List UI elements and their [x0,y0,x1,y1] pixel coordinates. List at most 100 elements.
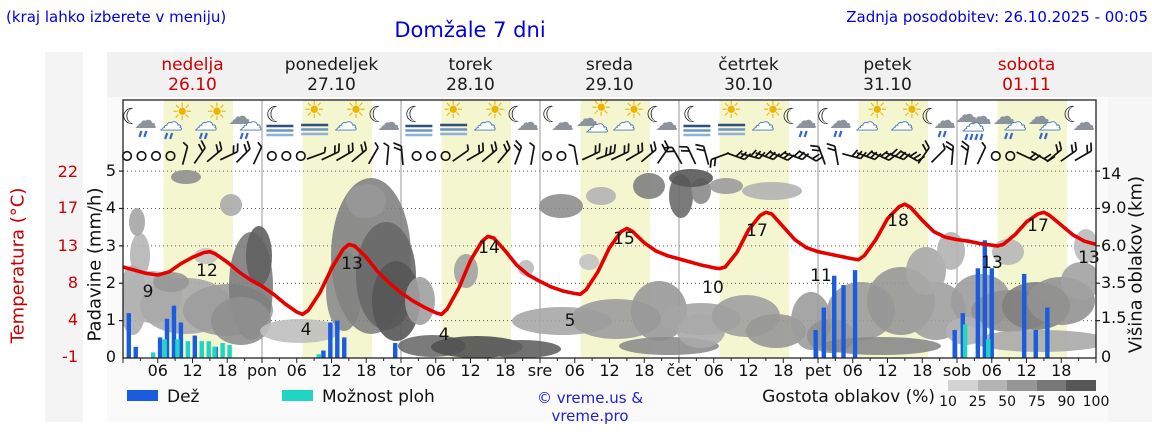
wind-barb-icon [917,139,930,164]
wind-calm-icon [1005,150,1016,162]
wind-barb-icon [1060,141,1078,162]
cloud-height-tick-label: 14 [1101,164,1122,183]
temp-tick-label: 8 [67,273,78,292]
weather-icon-moon-cloud: ☾☁ [1063,103,1095,136]
wind-barb-icon [581,143,601,161]
precip-tick-label: 2 [105,273,116,292]
day-header-ponedeljek: ponedeljek 27.10 [262,55,401,95]
wind-barb-icon [960,140,970,166]
svg-text:☁: ☁ [751,110,774,136]
svg-text:☁: ☁ [794,108,817,134]
weather-icon-sun-cloud: ☀☁ [612,96,645,136]
day-header-torek: torek 28.10 [401,55,540,95]
svg-text:15: 15 [613,229,635,249]
day-name-label: sobota [997,55,1056,75]
wind-calm-icon [426,150,437,162]
svg-text:☀: ☀ [303,96,325,124]
x-hour-label: 18 [1051,361,1072,380]
wind-barb-icon [497,140,511,164]
x-hour-label: 18 [217,361,238,380]
svg-text:12: 12 [196,261,218,281]
x-hour-label: 18 [356,361,377,380]
location-hint: (kraj lahko izberete v meniju) [6,8,227,26]
day-header-band [107,52,1152,97]
shower-bars [150,324,991,358]
svg-text:☁: ☁ [377,110,400,136]
wind-barb-icon [181,141,189,165]
wind-barb-icon [528,141,536,166]
svg-text:☁: ☁ [1038,110,1061,136]
precip-tick-label: 3 [105,236,116,255]
wind-calm-icon [990,150,1001,162]
day-date-label: 30.10 [724,75,773,95]
svg-text:☾: ☾ [266,103,286,128]
day-header-sobota: sobota 01.11 [957,55,1096,95]
density-scale-label: 10 [939,394,957,410]
weather-icon-cloud-rain: ☁☁ [993,104,1027,140]
x-hour-label: 06 [425,361,446,380]
wind-barb-icon [481,141,498,163]
wind-calm-icon [266,150,277,162]
svg-text:☁: ☁ [993,104,1016,130]
wind-barbs-row [121,139,1093,168]
svg-text:☁: ☁ [1027,104,1050,130]
svg-text:☁: ☁ [334,110,357,136]
density-scale-label: 25 [968,394,987,410]
wind-barb-icon [885,148,911,161]
svg-text:17: 17 [1027,216,1049,236]
wind-barb-icon [679,145,697,165]
svg-text:☁: ☁ [516,110,539,136]
svg-text:☁: ☁ [586,112,609,138]
svg-text:13: 13 [341,254,363,274]
day-name-label: petek [863,55,912,75]
svg-text:4: 4 [439,325,450,345]
svg-text:9: 9 [143,282,154,302]
svg-text:☁: ☁ [962,111,985,137]
weather-icon-moon-fog: ☾ [683,103,711,137]
wind-calm-icon [411,150,422,162]
copyright-link[interactable]: © vreme.us & vreme.pro [536,389,644,425]
weather-icon-sun-cloud: ☀☁ [473,96,506,136]
wind-calm-icon [136,150,147,162]
svg-text:☾: ☾ [782,105,802,130]
wind-barb-icon [336,142,354,162]
svg-text:13: 13 [981,253,1003,273]
temp-tick-label: 13 [57,236,78,255]
weather-icon-sun-fog: ☀ [440,96,468,136]
svg-text:☾: ☾ [122,105,142,130]
svg-text:17: 17 [746,221,768,241]
wind-calm-icon [150,150,162,162]
svg-text:14: 14 [478,238,500,258]
density-scale-label: 100 [1082,394,1110,410]
day-name-label: sreda [585,55,634,75]
day-date-label: 27.10 [307,75,356,95]
svg-text:5: 5 [565,311,576,331]
density-gradient-step [977,380,1008,391]
svg-text:☾: ☾ [542,103,562,128]
wind-barb-icon [709,152,730,168]
day-header-nedelja: nedelja 26.10 [123,55,262,95]
svg-text:☁: ☁ [551,110,574,136]
svg-text:☾: ☾ [507,103,527,128]
weather-icon-moon-cloud: ☾☁ [646,103,678,136]
cloud-height-tick-label: 0 [1101,347,1112,366]
page-title: Domžale 7 dni [394,18,546,42]
day-name-label: četrtek [718,55,779,75]
temp-tick-label: -1 [62,347,78,366]
svg-text:☀: ☀ [590,94,612,122]
wind-barb-icon [235,140,251,163]
svg-text:10: 10 [702,278,724,298]
svg-text:☀: ☀ [206,98,228,126]
day-date-label: 29.10 [585,75,634,95]
temp-tick-label: 4 [67,310,78,329]
plot-frame [122,99,1097,359]
density-scale-label: 75 [1027,394,1046,410]
wind-barb-icon [367,141,379,165]
svg-text:☀: ☀ [484,96,506,124]
x-day-abbrev-label: sre [527,361,553,380]
cloud-height-tick-label: 6.0 [1101,236,1127,255]
weather-icon-cloud-sun: ☀☁☁ [576,94,612,138]
showers-legend-label: Možnost ploh [322,387,435,407]
svg-text:☀: ☀ [901,96,923,124]
